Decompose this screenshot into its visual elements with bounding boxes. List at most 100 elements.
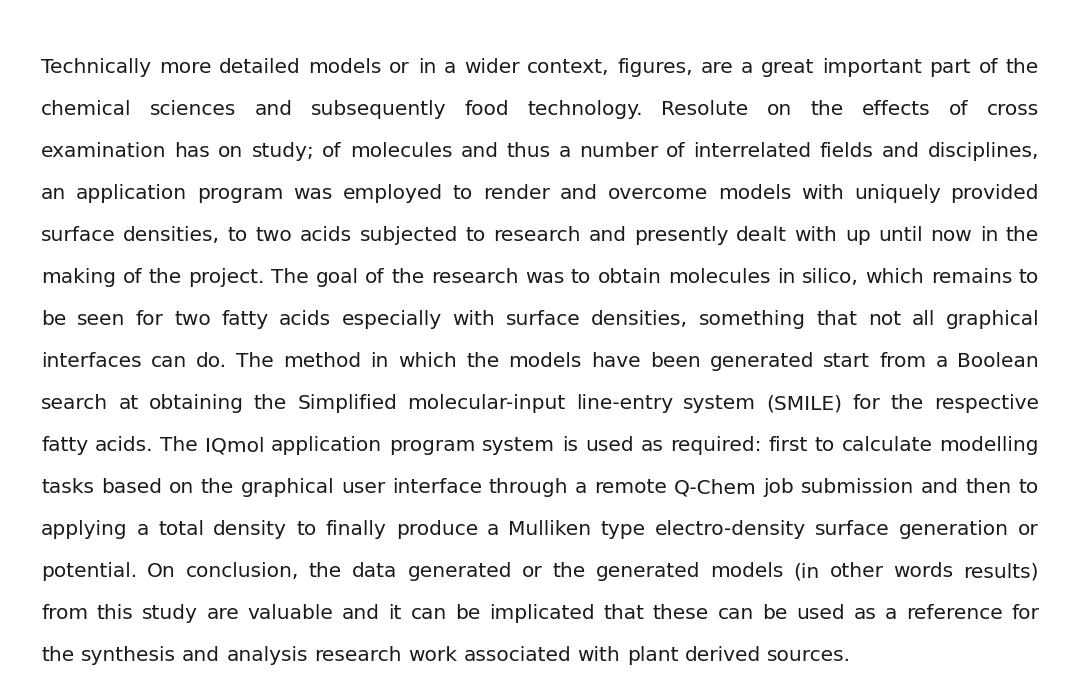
Text: can: can <box>718 604 754 623</box>
Text: of: of <box>978 58 998 77</box>
Text: and: and <box>183 646 220 665</box>
Text: the: the <box>1005 58 1039 77</box>
Text: more: more <box>159 58 212 77</box>
Text: first: first <box>768 436 808 455</box>
Text: fields: fields <box>820 142 874 161</box>
Text: interfaces: interfaces <box>41 352 141 371</box>
Text: remote: remote <box>594 478 667 497</box>
Text: results): results) <box>963 562 1039 581</box>
Text: now: now <box>931 226 972 245</box>
Text: and: and <box>255 100 293 119</box>
Text: implicated: implicated <box>489 604 595 623</box>
Text: for: for <box>1011 604 1039 623</box>
Text: modelling: modelling <box>940 436 1039 455</box>
Text: or: or <box>1018 520 1039 539</box>
Text: finally: finally <box>326 520 387 539</box>
Text: employed: employed <box>342 184 443 203</box>
Text: of: of <box>365 268 384 287</box>
Text: on: on <box>218 142 243 161</box>
Text: disciplines,: disciplines, <box>928 142 1039 161</box>
Text: acids.: acids. <box>95 436 153 455</box>
Text: remains: remains <box>931 268 1012 287</box>
Text: do.: do. <box>197 352 227 371</box>
Text: The: The <box>237 352 274 371</box>
Text: a: a <box>444 58 456 77</box>
Text: surface: surface <box>815 520 890 539</box>
Text: (in: (in <box>794 562 820 581</box>
Text: surface: surface <box>505 310 581 329</box>
Text: potential.: potential. <box>41 562 137 581</box>
Text: type: type <box>600 520 646 539</box>
Text: electro-density: electro-density <box>654 520 806 539</box>
Text: it: it <box>389 604 402 623</box>
Text: On: On <box>147 562 176 581</box>
Text: something: something <box>699 310 806 329</box>
Text: acids: acids <box>280 310 332 329</box>
Text: Technically: Technically <box>41 58 151 77</box>
Text: the: the <box>149 268 181 287</box>
Text: have: have <box>591 352 640 371</box>
Text: which: which <box>399 352 457 371</box>
Text: synthesis: synthesis <box>81 646 176 665</box>
Text: on: on <box>168 478 193 497</box>
Text: based: based <box>100 478 162 497</box>
Text: obtain: obtain <box>597 268 662 287</box>
Text: densities,: densities, <box>591 310 688 329</box>
Text: to: to <box>296 520 316 539</box>
Text: The: The <box>160 436 198 455</box>
Text: (SMILE): (SMILE) <box>767 394 842 413</box>
Text: to: to <box>814 436 835 455</box>
Text: the: the <box>309 562 342 581</box>
Text: used: used <box>585 436 634 455</box>
Text: program: program <box>389 436 475 455</box>
Text: with: with <box>795 226 837 245</box>
Text: study: study <box>141 604 198 623</box>
Text: the: the <box>201 478 234 497</box>
Text: or: or <box>389 58 410 77</box>
Text: fatty: fatty <box>221 310 269 329</box>
Text: this: this <box>96 604 134 623</box>
Text: be: be <box>41 310 66 329</box>
Text: technology.: technology. <box>527 100 643 119</box>
Text: up: up <box>845 226 870 245</box>
Text: in: in <box>980 226 998 245</box>
Text: and: and <box>342 604 380 623</box>
Text: user: user <box>341 478 386 497</box>
Text: submission: submission <box>801 478 915 497</box>
Text: to: to <box>1018 268 1039 287</box>
Text: for: for <box>136 310 164 329</box>
Text: molecules: molecules <box>669 268 771 287</box>
Text: required:: required: <box>670 436 761 455</box>
Text: the: the <box>41 646 75 665</box>
Text: all: all <box>912 310 935 329</box>
Text: with: with <box>801 184 843 203</box>
Text: generated: generated <box>407 562 512 581</box>
Text: job: job <box>764 478 794 497</box>
Text: a: a <box>741 58 753 77</box>
Text: graphical: graphical <box>945 310 1039 329</box>
Text: analysis: analysis <box>227 646 308 665</box>
Text: seen: seen <box>77 310 125 329</box>
Text: research: research <box>314 646 402 665</box>
Text: subsequently: subsequently <box>311 100 446 119</box>
Text: Simplified: Simplified <box>297 394 397 413</box>
Text: part: part <box>930 58 971 77</box>
Text: food: food <box>464 100 510 119</box>
Text: study;: study; <box>252 142 314 161</box>
Text: to: to <box>228 226 248 245</box>
Text: search: search <box>41 394 108 413</box>
Text: from: from <box>879 352 927 371</box>
Text: important: important <box>822 58 922 77</box>
Text: to: to <box>1018 478 1039 497</box>
Text: system: system <box>483 436 555 455</box>
Text: was: was <box>294 184 333 203</box>
Text: uniquely: uniquely <box>854 184 941 203</box>
Text: Q-Chem: Q-Chem <box>674 478 757 497</box>
Text: two: two <box>256 226 293 245</box>
Text: work: work <box>408 646 457 665</box>
Text: sources.: sources. <box>767 646 851 665</box>
Text: other: other <box>829 562 883 581</box>
Text: which: which <box>865 268 924 287</box>
Text: from: from <box>41 604 89 623</box>
Text: these: these <box>653 604 710 623</box>
